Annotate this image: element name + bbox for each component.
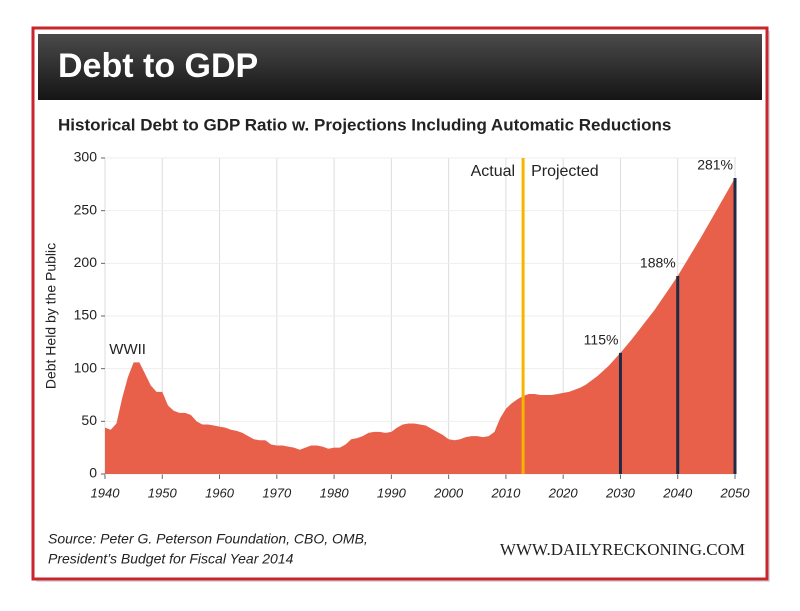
y-axis-label: Debt Held by the Public [43, 243, 59, 389]
x-tick-label: 1970 [262, 485, 292, 500]
annotation: WWII [109, 341, 146, 358]
source-line: President’s Budget for Fiscal Year 2014 [48, 551, 294, 567]
y-tick-label: 200 [74, 254, 98, 270]
x-tick-label: 2010 [490, 485, 521, 500]
divider-label: Projected [531, 163, 599, 180]
chart-title: Debt to GDP [58, 47, 258, 85]
x-tick-label: 2000 [433, 485, 464, 500]
area [105, 178, 735, 474]
brand: WWW.DAILYRECKONING.COM [500, 540, 745, 559]
y-tick-label: 0 [89, 465, 97, 481]
x-tick-label: 2050 [720, 485, 751, 500]
plot: 1940 1950 1960 1970 1980 1990 2000 2010 2020 2030… [74, 149, 751, 501]
chart-subtitle: Historical Debt to GDP Ratio w. Projecti… [58, 115, 671, 134]
x-tick-label: 1950 [148, 485, 178, 500]
y-tick-label: 250 [74, 201, 98, 217]
marker-label: 115% [584, 332, 619, 348]
header-bar [38, 34, 762, 100]
x-tick-label: 2030 [605, 485, 636, 500]
x-tick-label: 2020 [548, 485, 579, 500]
x-tick-label: 1960 [205, 485, 235, 500]
x-tick-label: 1990 [377, 485, 407, 500]
y-tick-label: 50 [81, 412, 97, 428]
x-tick-label: 1940 [91, 485, 121, 500]
x-tick-label: 1980 [320, 485, 350, 500]
source-line: Source: Peter G. Peterson Foundation, CB… [48, 531, 368, 547]
x-tick-label: 2040 [662, 485, 693, 500]
y-tick-label: 100 [74, 359, 98, 375]
y-tick-label: 150 [74, 307, 98, 323]
y-tick-label: 300 [74, 149, 98, 165]
marker-label: 281% [697, 157, 733, 173]
divider-label: Actual [471, 163, 515, 180]
marker-label: 188% [640, 255, 676, 271]
